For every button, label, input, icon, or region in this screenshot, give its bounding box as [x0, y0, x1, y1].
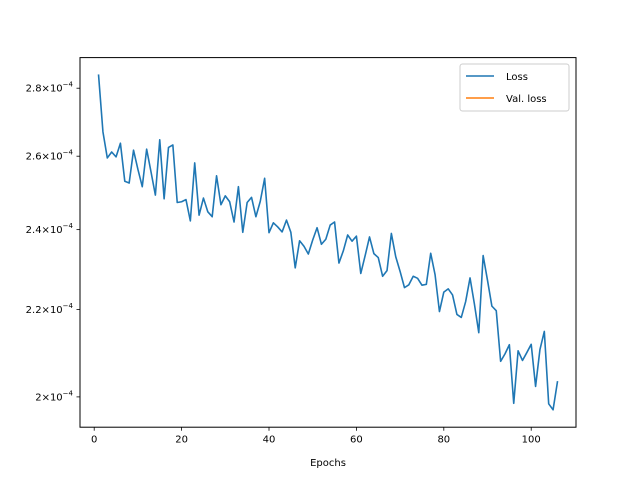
x-axis-label: Epochs: [310, 458, 346, 469]
x-tick-label: 20: [175, 435, 188, 446]
y-tick-label: 2.8×10−4: [26, 81, 74, 95]
x-tick-label: 60: [350, 435, 363, 446]
y-tick-label: 2.6×10−4: [26, 149, 74, 163]
x-tick-label: 100: [522, 435, 541, 446]
x-tick-label: 40: [263, 435, 276, 446]
axes-frame: [79, 57, 577, 428]
legend: Loss Val. loss: [459, 63, 570, 112]
legend-label: Val. loss: [506, 94, 547, 105]
y-tick-label: 2.2×10−4: [26, 302, 74, 316]
y-axis: 2×10−4 2.2×10−4 2.4×10−4 2.6×10−4 2.8×10−4: [26, 81, 80, 403]
x-tick-label: 80: [437, 435, 450, 446]
x-tick-label: 0: [91, 435, 97, 446]
y-tick-label: 2×10−4: [35, 389, 73, 403]
plot-area: [97, 74, 559, 411]
series-line-loss: [97, 74, 559, 411]
x-axis: 0 20 40 60 80 100: [91, 427, 541, 446]
legend-label: Loss: [506, 72, 528, 83]
y-tick-label: 2.4×10−4: [26, 222, 74, 236]
